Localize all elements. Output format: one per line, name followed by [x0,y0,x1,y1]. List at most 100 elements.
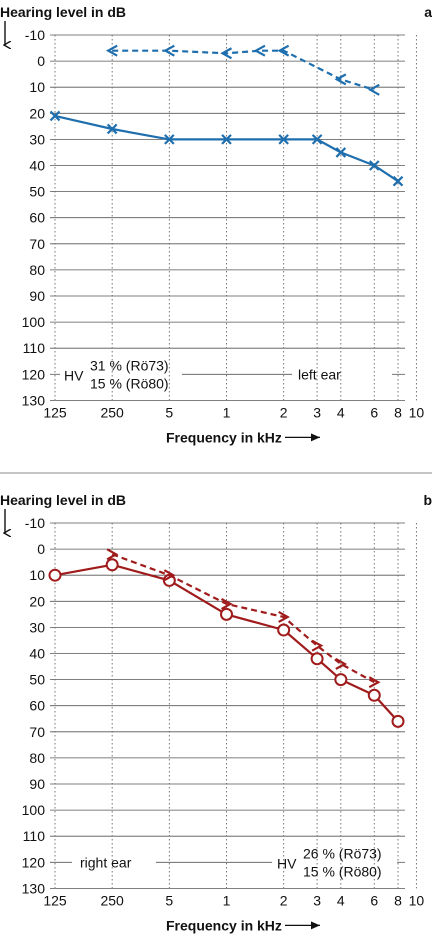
data-point-bracket-marker [335,657,348,670]
marker-stroke [106,123,118,135]
y-tick-label: 100 [22,314,46,330]
y-tick-label: 110 [23,340,46,356]
y-tick-label: 10 [29,79,45,95]
data-point-bracket-marker [106,548,119,561]
y-tick-label: 20 [29,105,45,121]
y-tick-label: 120 [22,366,46,382]
marker-stroke [49,110,61,122]
data-point-bracket-marker [277,44,290,57]
data-point-bracket-marker [105,44,118,57]
y-tick-label: 60 [29,210,45,226]
series-line-dashed [112,49,375,91]
data-point-circle-marker [277,623,291,637]
hv-prefix: HV [64,367,84,383]
data-point-bracket-marker [278,610,290,623]
data-point-bracket-marker [334,73,347,86]
hv-line-1: 31 % (Rö73) [90,357,169,373]
panel-a: Hearing level in dB a -10 0 10 20 30 40 50 60 70 80… [0,4,432,445]
y-tick-label: 10 [29,567,45,583]
x-tick-label: 6 [370,892,378,908]
ear-label: left ear [298,366,341,382]
marker-stroke [368,160,380,171]
y-tick-label: 80 [29,262,45,278]
y-tick-label: 90 [29,288,45,304]
x-tick-label: 8 [394,892,402,908]
y-tick-label: 20 [29,593,45,609]
data-point-x-marker [49,110,61,122]
x-tick-label: 125 [43,404,67,420]
data-point-bracket-marker [311,639,324,652]
y-axis-title: Hearing level in dB [0,492,126,508]
data-point-bracket-marker [163,44,175,57]
data-point-bracket-marker [220,597,233,610]
x-tick-label: 250 [100,892,124,908]
panel-b: Hearing level in dB b -10 0 10 20 30 40 50 60 70 80… [0,492,432,933]
y-tick-label: 30 [29,619,45,635]
marker-stroke [278,134,289,145]
data-point-circle-marker [105,558,119,572]
data-point-circle-marker [367,688,381,702]
x-tick-label: 4 [337,892,345,908]
y-tick-label: 130 [22,392,46,408]
y-tick-label: 100 [22,802,46,818]
x-axis-title: Frequency in kHz [166,917,282,933]
marker-stroke [221,134,232,145]
x-tick-label: 5 [165,892,173,908]
hv-line-2: 15 % (Rö80) [303,863,382,879]
data-point-bracket-marker [163,569,176,582]
x-tick-label: 5 [165,404,173,420]
data-point-circle-marker [310,652,324,666]
x-tick-label: 6 [370,404,378,420]
y-tick-label: 50 [29,672,45,688]
data-point-x-marker [311,134,323,145]
x-tick-label: 3 [313,892,321,908]
y-tick-label: 120 [22,854,46,870]
data-point-circle-marker [334,673,348,687]
data-point-bracket-marker [368,83,380,96]
data-point-x-marker [368,160,380,171]
x-tick-label: 2 [280,892,288,908]
data-point-circle-marker [220,607,233,621]
data-point-bracket-marker [368,676,381,689]
y-tick-label: 30 [29,131,45,147]
marker-stroke [164,134,175,145]
x-tick-label: 4 [337,404,345,420]
x-axis-title: Frequency in kHz [166,429,282,445]
data-point-x-marker [164,134,175,145]
data-point-bracket-marker [253,44,266,57]
y-tick-label: 90 [29,776,45,792]
x-tick-label: 250 [100,404,124,420]
x-tick-label: 3 [313,404,321,420]
y-tick-label: 110 [23,828,46,844]
x-tick-label: 1 [223,404,231,420]
x-tick-label: 8 [394,404,402,420]
panel-label: b [423,492,432,508]
hv-line-1: 26 % (Rö73) [303,845,382,861]
y-tick-label: 60 [29,698,45,714]
marker-stroke [335,147,347,158]
y-tick-label: -10 [25,515,45,531]
y-tick-label: 50 [29,184,45,200]
x-tick-label: 2 [280,404,288,420]
y-tick-label: 80 [29,750,45,766]
y-tick-label: 40 [29,646,45,662]
y-tick-label: 0 [37,541,45,557]
ear-label: right ear [80,854,132,870]
data-point-x-marker [221,134,232,145]
data-point-circle-marker [391,714,405,728]
x-tick-label: 1 [223,892,231,908]
data-point-circle-marker [48,568,62,582]
hv-prefix: HV [277,855,297,871]
data-point-bracket-marker [220,47,233,60]
y-tick-label: 70 [29,236,45,252]
data-point-x-marker [392,175,404,187]
y-axis-title: Hearing level in dB [0,4,126,20]
y-tick-label: 40 [29,158,45,174]
y-tick-label: 70 [29,724,45,740]
data-point-x-marker [278,134,289,145]
x-tick-label: 10 [409,404,425,420]
series-line-dashed [111,553,375,684]
y-tick-label: 0 [37,53,45,69]
